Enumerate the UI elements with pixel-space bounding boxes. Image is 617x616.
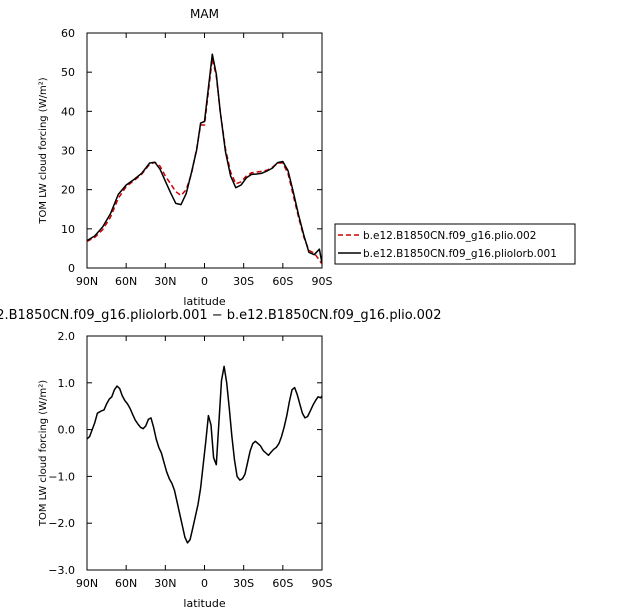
x-tick-label: 30S — [233, 275, 254, 288]
x-tick-label: 90S — [312, 275, 333, 288]
y-tick-label: 1.0 — [58, 377, 76, 390]
x-axis-label: latitude — [183, 295, 225, 308]
legend-label: b.e12.B1850CN.f09_g16.plio.002 — [363, 230, 536, 242]
y-tick-label: 60 — [61, 27, 75, 40]
x-tick-label: 30S — [233, 577, 254, 590]
y-tick-label: −3.0 — [48, 564, 75, 577]
x-tick-label: 90N — [76, 577, 98, 590]
y-tick-label: 0 — [68, 262, 75, 275]
legend-box — [334, 223, 576, 265]
chart-title: b.e12.B1850CN.f09_g16.pliolorb.001 − b.e… — [0, 308, 441, 323]
x-axis-label: latitude — [183, 597, 225, 610]
x-tick-label: 90S — [312, 577, 333, 590]
y-tick-label: 0.0 — [58, 424, 76, 437]
x-tick-label: 60S — [272, 275, 293, 288]
y-tick-label: 50 — [61, 66, 75, 79]
x-tick-label: 60S — [272, 577, 293, 590]
chart-panel-2: 90N 60N 30N 0 30S 60S 90S −3.0 −2.0 −1.0 0.0 1.0 2.0… — [0, 308, 441, 610]
legend: b.e12.B1850CN.f09_g16.plio.002 b.e12.B185… — [334, 223, 576, 265]
x-tick-label: 60N — [115, 577, 137, 590]
y-tick-label: −1.0 — [48, 470, 75, 483]
x-tick-label: 30N — [154, 275, 176, 288]
y-tick-label: 20 — [61, 184, 75, 197]
y-axis-label: TOM LW cloud forcing (W/m²) — [38, 380, 49, 527]
x-tick-label: 30N — [154, 577, 176, 590]
x-tick-label: 0 — [201, 275, 208, 288]
y-tick-label: 40 — [61, 105, 75, 118]
y-tick-label: 30 — [61, 145, 75, 158]
plot-frame — [86, 32, 323, 269]
series-line-2 — [87, 53, 322, 264]
chart-panel-1: 90N 60N 30N 0 30S 60S 90S 0 10 20 30 40 50 60 MAM latit… — [38, 7, 576, 308]
series-line-1 — [87, 365, 322, 544]
y-tick-label: 2.0 — [58, 330, 76, 343]
legend-label: b.e12.B1850CN.f09_g16.pliolorb.001 — [363, 248, 557, 260]
y-tick-label: 10 — [61, 223, 75, 236]
x-tick-label: 90N — [76, 275, 98, 288]
series-line-1 — [87, 57, 322, 265]
x-tick-label: 0 — [201, 577, 208, 590]
y-axis-label: TOM LW cloud forcing (W/m²) — [38, 77, 49, 224]
x-tick-label: 60N — [115, 275, 137, 288]
chart-title: MAM — [190, 7, 219, 21]
y-tick-label: −2.0 — [48, 517, 75, 530]
